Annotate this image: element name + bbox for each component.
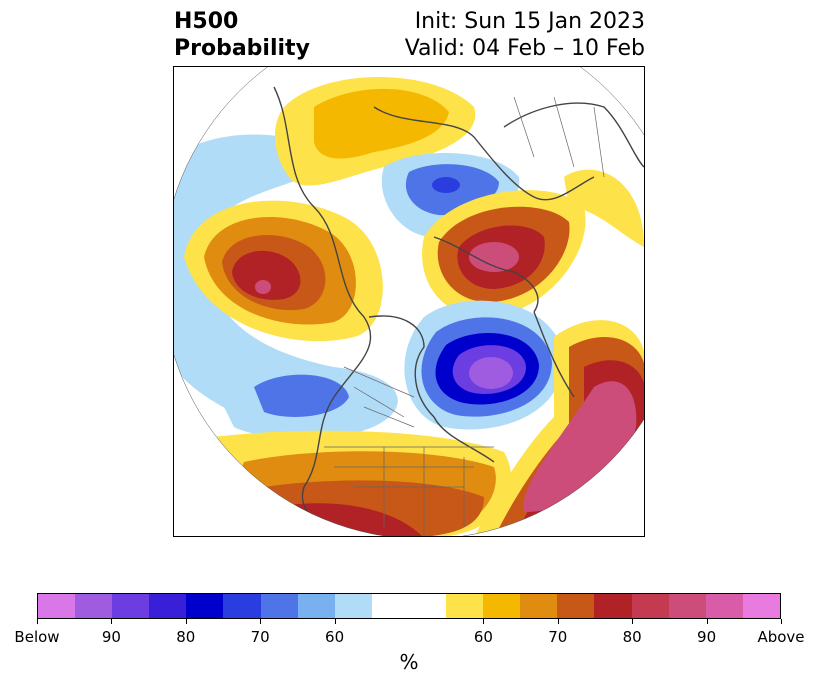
colorbar-tick-mark xyxy=(781,619,782,624)
below-60-region-west xyxy=(174,134,398,437)
colorbar-tick-label: Above xyxy=(757,628,805,646)
colorbar-cell-17 xyxy=(668,594,706,618)
colorbar-tick-mark xyxy=(111,619,113,624)
colorbar-cell-8 xyxy=(334,594,372,618)
colorbar-cell-3 xyxy=(149,594,187,618)
title-right: Init: Sun 15 Jan 2023 Valid: 04 Feb – 10… xyxy=(405,8,645,62)
colorbar-tick-mark xyxy=(185,619,187,624)
colorbar-cell-2 xyxy=(112,594,150,618)
below-extreme-region-atlantic xyxy=(469,357,513,389)
above-80-region-pacific xyxy=(232,250,301,300)
colorbar-tick-label: 60 xyxy=(473,628,493,646)
init-date: Init: Sun 15 Jan 2023 xyxy=(414,9,645,34)
colorbar-tick-label: 90 xyxy=(101,628,121,646)
colorbar-unit: % xyxy=(399,650,419,674)
colorbar xyxy=(37,593,781,619)
colorbar-cell-15 xyxy=(594,594,632,618)
colorbar-cell-12 xyxy=(483,594,521,618)
colorbar-cell-10 xyxy=(408,594,447,618)
valid-range: Valid: 04 Feb – 10 Feb xyxy=(404,36,645,61)
probability-map xyxy=(174,67,644,536)
coastlines xyxy=(273,86,644,536)
borders xyxy=(324,96,605,536)
colorbar-cell-14 xyxy=(557,594,595,618)
title-left: H500 Probability xyxy=(174,8,310,62)
colorbar-tick-mark xyxy=(37,619,38,624)
colorbar-cell-5 xyxy=(223,594,261,618)
colorbar-cell-7 xyxy=(297,594,335,618)
colorbar-cell-13 xyxy=(520,594,558,618)
title-line-1: H500 xyxy=(174,9,239,34)
above-60-region-northeast xyxy=(564,169,644,247)
colorbar-cell-11 xyxy=(446,594,484,618)
colorbar-tick-mark xyxy=(632,619,634,624)
below-70-region-west2 xyxy=(254,374,349,417)
title-line-2: Probability xyxy=(174,36,310,61)
above-90-region-eurasia xyxy=(469,242,519,272)
colorbar-cell-0 xyxy=(38,594,76,618)
colorbar-cell-4 xyxy=(186,594,224,618)
colorbar-tick-mark xyxy=(334,619,336,624)
below-80-region-arctic xyxy=(432,177,460,193)
colorbar-tick-mark xyxy=(557,619,559,624)
map-panel xyxy=(173,66,645,537)
colorbar-cell-9 xyxy=(371,594,409,618)
colorbar-cell-19 xyxy=(742,594,780,618)
colorbar-tick-mark xyxy=(483,619,485,624)
colorbar-tick-label: Below xyxy=(14,628,60,646)
colorbar-tick-label: 80 xyxy=(622,628,642,646)
colorbar-cell-16 xyxy=(631,594,669,618)
colorbar-cell-18 xyxy=(705,594,743,618)
colorbar-cell-6 xyxy=(260,594,298,618)
colorbar-tick-label: 60 xyxy=(325,628,345,646)
above-70-region-north xyxy=(314,88,449,159)
colorbar-tick-mark xyxy=(706,619,708,624)
colorbar-tick-mark xyxy=(260,619,262,624)
colorbar-tick-label: 90 xyxy=(697,628,717,646)
above-90-region-pacific xyxy=(255,280,271,294)
colorbar-cell-1 xyxy=(75,594,113,618)
above-90-region-eastatlantic xyxy=(523,381,637,512)
colorbar-tick-label: 70 xyxy=(548,628,568,646)
colorbar-tick-label: 70 xyxy=(250,628,270,646)
colorbar-tick-label: 80 xyxy=(176,628,196,646)
